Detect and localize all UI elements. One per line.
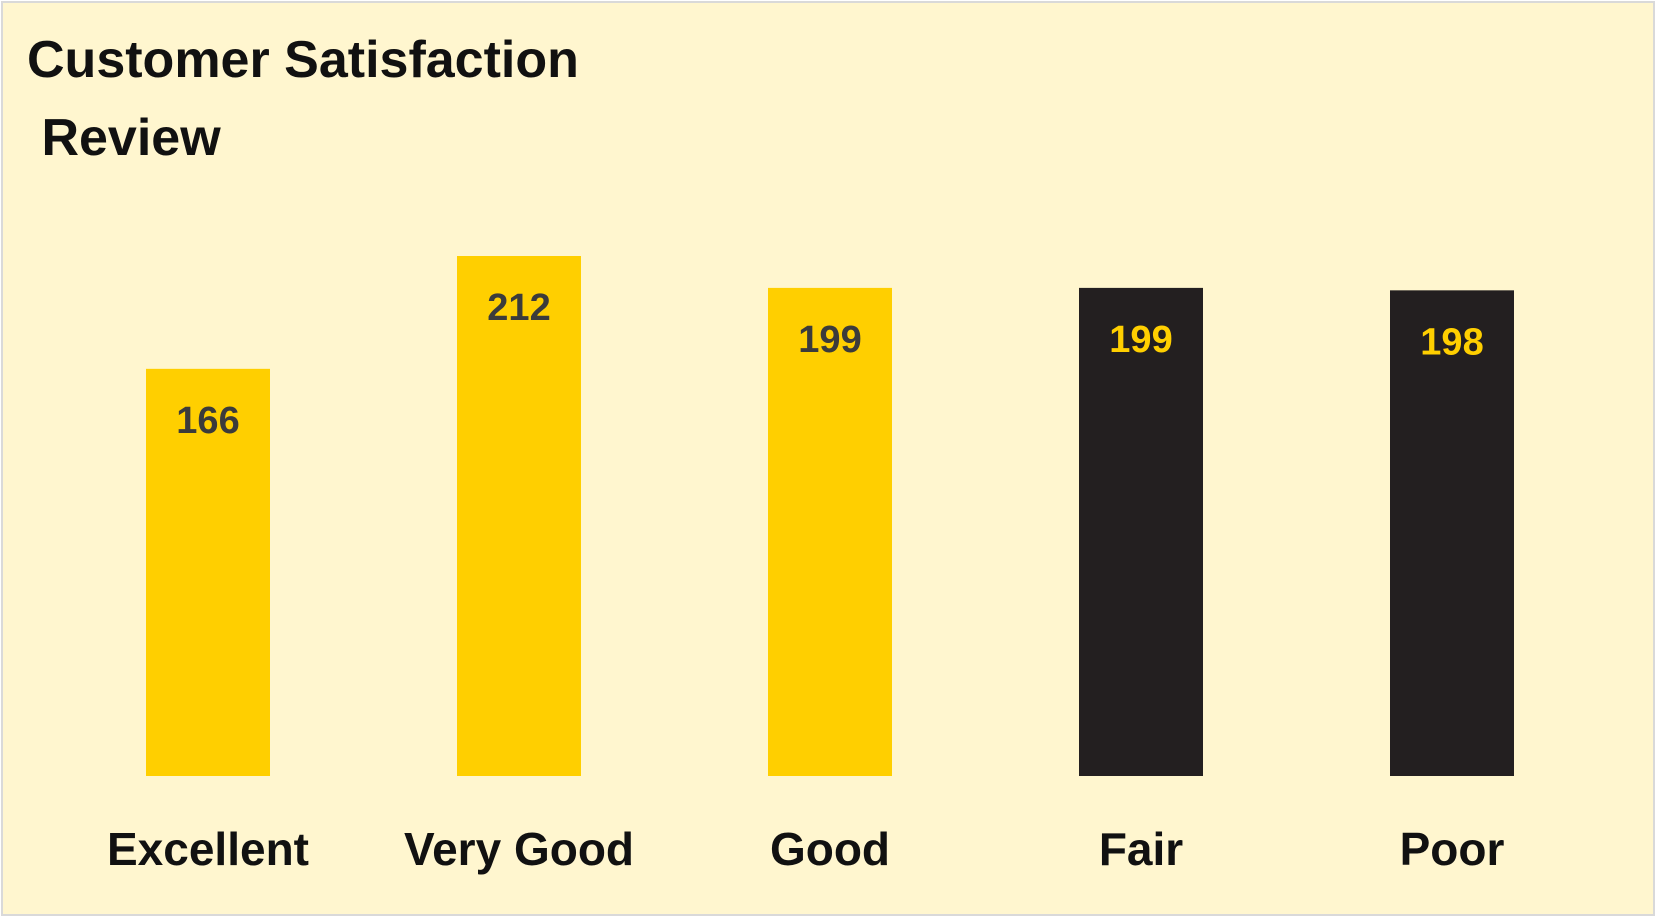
data-label-fair: 199 [1109, 319, 1172, 361]
bar-poor [1390, 290, 1514, 776]
bar-chart: 166 Excellent 212 Very Good 199 Good 199 Fair 19… [107, 256, 1514, 875]
bar-very-good [457, 256, 581, 776]
category-label-fair: Fair [1099, 823, 1183, 875]
chart-title: Customer Satisfaction Review [27, 31, 579, 167]
category-label-excellent: Excellent [107, 823, 309, 875]
data-label-good: 199 [798, 319, 861, 361]
category-label-poor: Poor [1400, 823, 1505, 875]
data-label-very-good: 212 [487, 287, 550, 329]
category-label-very-good: Very Good [404, 823, 634, 875]
bar-excellent [146, 368, 270, 776]
bar-good [768, 287, 892, 776]
category-label-good: Good [770, 823, 890, 875]
data-label-poor: 198 [1420, 321, 1483, 363]
data-label-excellent: 166 [176, 400, 239, 442]
bar-fair [1079, 287, 1203, 776]
